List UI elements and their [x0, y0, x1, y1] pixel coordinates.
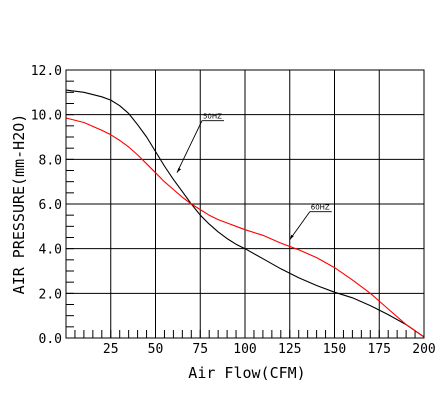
- y-tick-label: 12.0: [31, 64, 62, 79]
- y-tick-label: 10.0: [31, 109, 62, 124]
- annotation-arrowhead: [176, 167, 181, 173]
- minor-ticks: [65, 69, 425, 339]
- series-line-60hz: [65, 117, 425, 338]
- annotation-arrowhead: [289, 234, 294, 240]
- annotations: 50HZ 60HZ: [176, 113, 332, 240]
- series-line-50hz: [65, 89, 425, 338]
- series-lines: [65, 89, 425, 338]
- x-tick-label: 125: [278, 342, 301, 357]
- x-axis-title: Air Flow(CFM): [188, 364, 305, 382]
- y-tick-label: 4.0: [39, 243, 62, 258]
- x-tick-label: 25: [103, 342, 119, 357]
- annotation-label: 60HZ: [311, 204, 330, 212]
- annotation-leader: [176, 120, 203, 173]
- x-tick-label: 150: [323, 342, 346, 357]
- x-tick-label: 100: [233, 342, 256, 357]
- y-tick-label: 0.0: [39, 332, 62, 347]
- x-tick-label: 75: [192, 342, 208, 357]
- annotation-label: 50HZ: [203, 113, 222, 121]
- tick-labels: 25 50 75 100 125 150 175 200 0.0 2.0 4.0 6.0 8.0 10.0…: [31, 64, 436, 357]
- y-tick-label: 8.0: [39, 153, 62, 168]
- y-tick-label: 6.0: [39, 198, 62, 213]
- x-tick-label: 175: [368, 342, 391, 357]
- plot-frame: [65, 69, 425, 339]
- x-tick-label: 50: [148, 342, 164, 357]
- grid: [66, 69, 425, 339]
- x-tick-label: 200: [412, 342, 435, 357]
- annotation-leader: [289, 211, 311, 240]
- y-tick-label: 2.0: [39, 287, 62, 302]
- y-axis-title: AIR PRESSURE(mm-H2O): [10, 114, 28, 295]
